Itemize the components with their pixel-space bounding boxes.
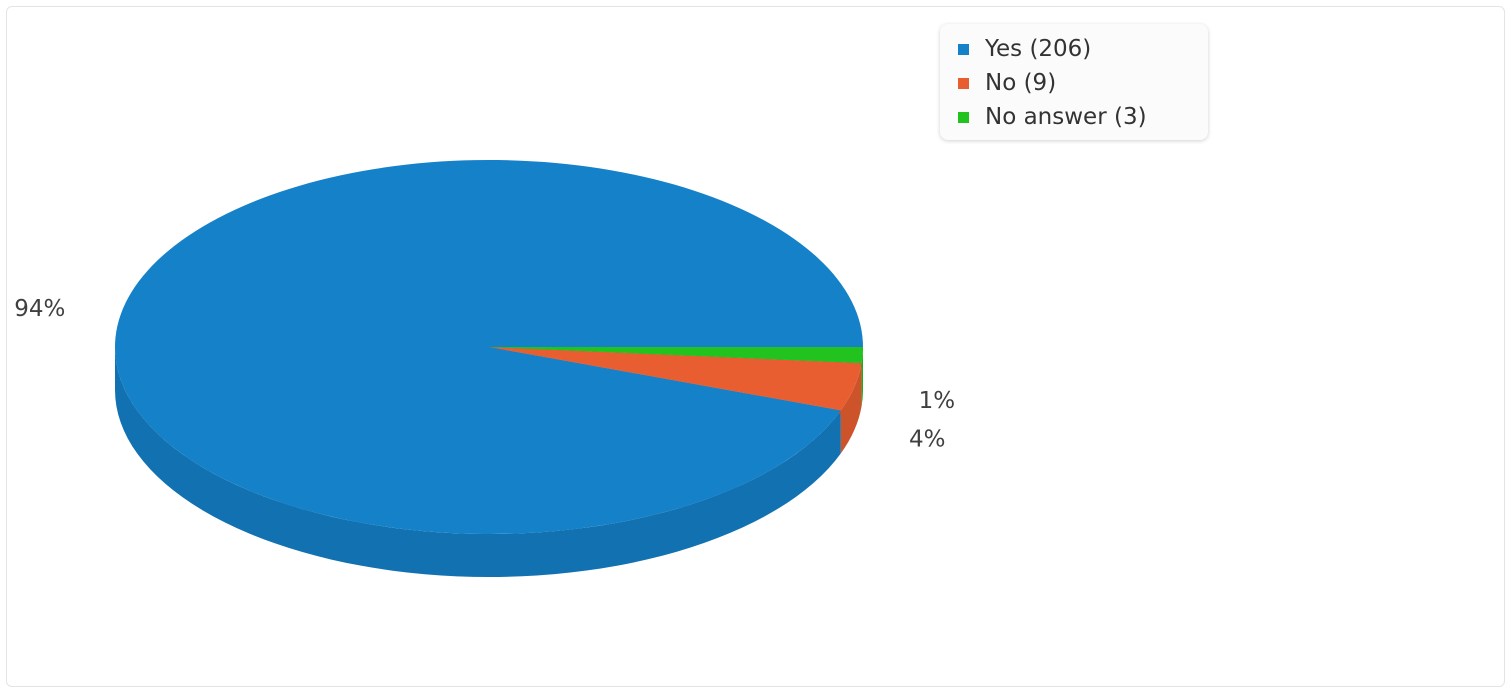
legend-swatch-yes [958,43,969,55]
pie-labels: 94% 4% 1% [14,296,955,453]
legend-item-yes[interactable]: Yes (206) [958,32,1208,66]
pie-side-no [840,363,862,454]
slice-label-yes: 94% [14,296,65,322]
pie-side-no-answer [861,347,863,407]
pie-slice-no-answer[interactable] [489,347,863,364]
legend-item-no-answer[interactable]: No answer (3) [958,100,1208,134]
pie-slice-yes[interactable] [115,159,864,534]
legend-swatch-no [958,77,969,89]
slice-label-no-answer: 1% [919,388,956,414]
legend: Yes (206) No (9) No answer (3) [940,24,1208,140]
legend-item-no[interactable]: No (9) [958,66,1208,100]
legend-label-no-answer: No answer (3) [985,104,1147,130]
pie-side-yes [115,347,841,578]
legend-swatch-no-answer [958,111,969,123]
legend-label-yes: Yes (206) [985,36,1092,62]
pie-tops [115,159,864,534]
slice-label-no: 4% [909,427,946,453]
pie-slice-no[interactable] [489,347,862,411]
legend-label-no: No (9) [985,70,1057,96]
